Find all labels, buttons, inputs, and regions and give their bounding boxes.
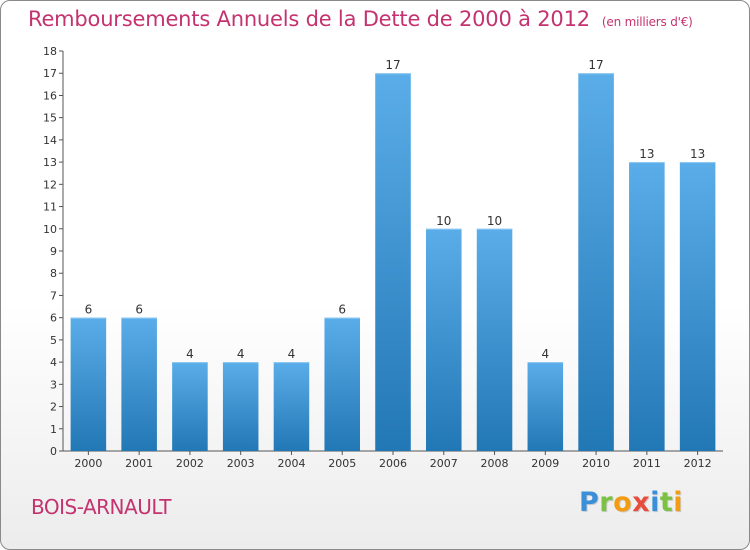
bar-2007 [426,228,462,451]
y-tick-label: 0 [50,445,57,458]
y-tick-label: 5 [50,334,57,347]
logo-letter: x [632,487,651,518]
logo-letter: t [659,487,674,518]
y-tick-label: 6 [50,312,57,325]
bar-2008 [476,228,513,451]
bar-2005 [324,317,360,451]
value-label: 6 [85,303,93,317]
x-tick-label: 2001 [125,457,153,470]
y-tick-label: 8 [50,267,57,280]
y-tick-label: 10 [43,223,57,236]
value-label: 10 [436,214,451,228]
x-tick-label: 2006 [379,457,407,470]
y-tick-label: 3 [50,378,57,391]
x-tick-label: 2009 [531,457,559,470]
value-label: 13 [639,147,654,161]
bar-2000 [70,317,107,451]
logo-letter: r [599,487,614,518]
y-tick-label: 1 [50,423,57,436]
value-label: 4 [288,347,296,361]
x-tick-label: 2012 [684,457,712,470]
value-label: 4 [541,347,549,361]
bar-2004 [273,362,310,451]
y-tick-label: 7 [50,289,57,302]
x-tick-label: 2002 [176,457,204,470]
y-tick-label: 14 [43,134,57,147]
bar-2001 [121,317,157,451]
proxiti-logo: Proxiti [579,487,683,518]
y-tick-label: 15 [43,112,57,125]
bar-2010 [578,73,614,451]
bar-2011 [629,162,665,451]
y-tick-label: 4 [50,356,57,369]
value-label: 13 [690,147,705,161]
bar-2009 [527,362,564,451]
y-tick-label: 12 [43,178,57,191]
value-label: 17 [385,58,400,72]
value-label: 6 [135,303,143,317]
x-tick-label: 2007 [430,457,458,470]
value-label: 10 [487,214,502,228]
value-label: 4 [237,347,245,361]
logo-letter: i [673,487,684,518]
x-tick-label: 2011 [633,457,661,470]
x-tick-label: 2008 [481,457,509,470]
value-label: 6 [338,303,346,317]
y-tick-label: 11 [43,201,57,214]
chart-title-text: Remboursements Annuels de la Dette de 20… [28,7,590,31]
commune-name: BOIS-ARNAULT [31,495,171,519]
value-label: 17 [588,58,603,72]
y-tick-label: 17 [43,67,57,80]
value-label: 4 [186,347,194,361]
logo-letter: i [650,487,660,518]
x-tick-label: 2003 [227,457,255,470]
y-tick-label: 16 [43,89,57,102]
x-tick-label: 2005 [328,457,356,470]
logo-letter: o [613,487,633,518]
y-tick-label: 18 [43,45,57,58]
bar-2012 [679,162,716,451]
bar-2002 [172,362,208,451]
y-tick-label: 13 [43,156,57,169]
x-tick-label: 2010 [582,457,610,470]
y-tick-label: 2 [50,401,57,414]
chart-unit: (en milliers d'€) [601,15,693,29]
logo-letter: P [579,487,600,518]
chart-bars: 6 6 4 4 4 6 17 10 10 4 17 13 13 [70,58,716,451]
x-tick-label: 2004 [277,457,305,470]
x-tick-label: 2000 [74,457,102,470]
bar-2006 [375,73,411,451]
y-tick-label: 9 [50,245,57,258]
chart-title: Remboursements Annuels de la Dette de 20… [28,7,693,31]
bar-2003 [222,362,259,451]
